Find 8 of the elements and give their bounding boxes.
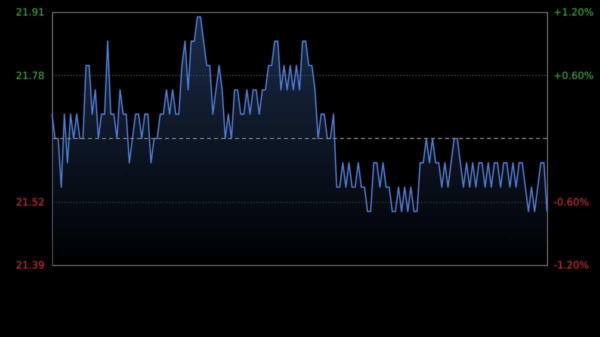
y-tick-label: 21.78 — [16, 70, 44, 82]
y-tick-label: 21.52 — [16, 197, 44, 208]
y2-tick-label: -1.20% — [554, 260, 589, 272]
y2-tick-label: +1.20% — [554, 8, 594, 18]
y-tick-label: 21.39 — [16, 260, 44, 272]
y-tick-label: 21.91 — [16, 8, 44, 18]
y2-tick-label: +0.60% — [554, 70, 594, 82]
y2-tick-label: -0.60% — [554, 197, 589, 208]
